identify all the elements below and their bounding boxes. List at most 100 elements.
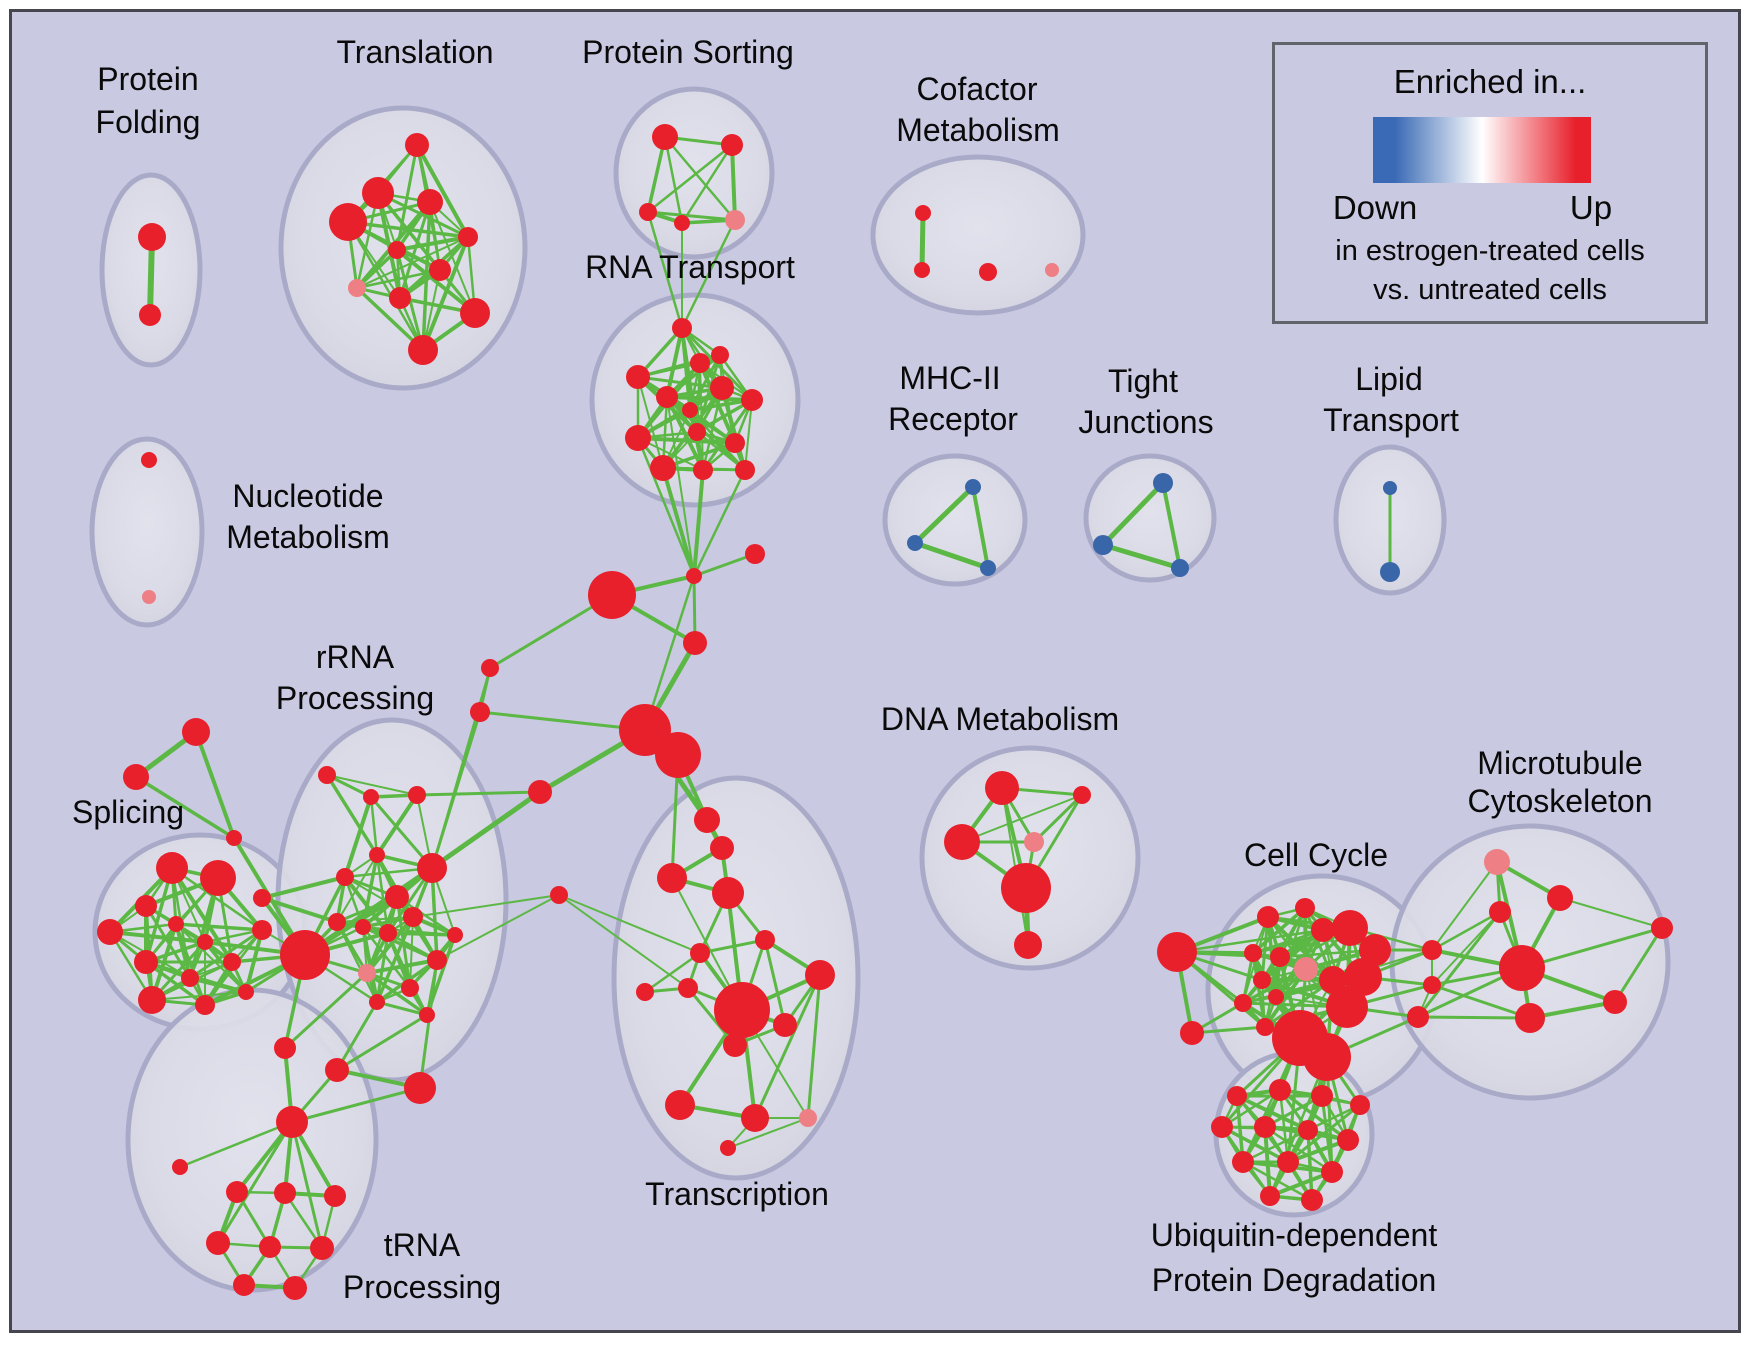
gene-set-node[interactable] xyxy=(1001,863,1051,913)
gene-set-node[interactable] xyxy=(979,263,997,281)
gene-set-node[interactable] xyxy=(318,766,336,784)
gene-set-node[interactable] xyxy=(460,298,490,328)
gene-set-node[interactable] xyxy=(693,460,713,480)
gene-set-node[interactable] xyxy=(720,1140,736,1156)
gene-set-node[interactable] xyxy=(310,1236,334,1260)
gene-set-node[interactable] xyxy=(735,460,755,480)
gene-set-node[interactable] xyxy=(458,227,478,247)
gene-set-node[interactable] xyxy=(369,847,385,863)
gene-set-node[interactable] xyxy=(403,907,423,927)
gene-set-node[interactable] xyxy=(325,1058,349,1082)
gene-set-node[interactable] xyxy=(1311,1085,1333,1107)
gene-set-node[interactable] xyxy=(408,335,438,365)
gene-set-node[interactable] xyxy=(1171,559,1189,577)
gene-set-node[interactable] xyxy=(1326,986,1368,1028)
gene-set-node[interactable] xyxy=(665,1090,695,1120)
gene-set-node[interactable] xyxy=(138,986,166,1014)
gene-set-node[interactable] xyxy=(907,535,923,551)
gene-set-node[interactable] xyxy=(741,389,763,411)
gene-set-node[interactable] xyxy=(1319,966,1347,994)
gene-set-node[interactable] xyxy=(1157,932,1197,972)
gene-set-node[interactable] xyxy=(1253,971,1271,989)
gene-set-node[interactable] xyxy=(1603,990,1627,1014)
gene-set-node[interactable] xyxy=(619,704,671,756)
gene-set-node[interactable] xyxy=(773,1013,797,1037)
gene-set-node[interactable] xyxy=(1234,994,1252,1012)
gene-set-node[interactable] xyxy=(206,1231,230,1255)
gene-set-node[interactable] xyxy=(1153,473,1173,493)
gene-set-node[interactable] xyxy=(1244,944,1262,962)
gene-set-node[interactable] xyxy=(694,807,720,833)
gene-set-node[interactable] xyxy=(233,1274,255,1296)
gene-set-node[interactable] xyxy=(1211,1116,1233,1138)
gene-set-node[interactable] xyxy=(528,780,552,804)
gene-set-node[interactable] xyxy=(1407,1006,1429,1028)
gene-set-node[interactable] xyxy=(1547,885,1573,911)
gene-set-node[interactable] xyxy=(965,479,981,495)
gene-set-node[interactable] xyxy=(1484,849,1510,875)
gene-set-node[interactable] xyxy=(1180,1021,1204,1045)
gene-set-node[interactable] xyxy=(1303,1033,1351,1081)
gene-set-node[interactable] xyxy=(1014,931,1042,959)
gene-set-node[interactable] xyxy=(447,927,463,943)
gene-set-node[interactable] xyxy=(805,960,835,990)
gene-set-node[interactable] xyxy=(690,353,710,373)
gene-set-node[interactable] xyxy=(1321,1161,1343,1183)
gene-set-node[interactable] xyxy=(1045,263,1059,277)
gene-set-node[interactable] xyxy=(200,860,236,896)
gene-set-node[interactable] xyxy=(1344,958,1382,996)
gene-set-node[interactable] xyxy=(678,978,698,998)
gene-set-node[interactable] xyxy=(1270,947,1290,967)
gene-set-node[interactable] xyxy=(725,210,745,230)
gene-set-node[interactable] xyxy=(1350,1095,1370,1115)
gene-set-node[interactable] xyxy=(1499,945,1545,991)
gene-set-node[interactable] xyxy=(1332,910,1368,946)
gene-set-node[interactable] xyxy=(1254,1116,1276,1138)
gene-set-node[interactable] xyxy=(655,732,701,778)
gene-set-node[interactable] xyxy=(369,994,385,1010)
gene-set-node[interactable] xyxy=(238,984,254,1000)
gene-set-node[interactable] xyxy=(355,919,371,935)
gene-set-node[interactable] xyxy=(168,916,184,932)
gene-set-node[interactable] xyxy=(639,203,657,221)
gene-set-node[interactable] xyxy=(417,853,447,883)
gene-set-node[interactable] xyxy=(283,1276,307,1300)
gene-set-node[interactable] xyxy=(181,969,199,987)
gene-set-node[interactable] xyxy=(690,943,710,963)
gene-set-node[interactable] xyxy=(650,455,676,481)
gene-set-node[interactable] xyxy=(1383,481,1397,495)
gene-set-node[interactable] xyxy=(1422,940,1442,960)
gene-set-node[interactable] xyxy=(172,1159,188,1175)
gene-set-node[interactable] xyxy=(135,895,157,917)
gene-set-node[interactable] xyxy=(134,950,158,974)
gene-set-node[interactable] xyxy=(1298,1120,1318,1140)
gene-set-node[interactable] xyxy=(636,983,654,1001)
gene-set-node[interactable] xyxy=(379,924,397,942)
gene-set-node[interactable] xyxy=(156,852,188,884)
gene-set-node[interactable] xyxy=(1024,832,1044,852)
gene-set-node[interactable] xyxy=(1257,906,1279,928)
gene-set-node[interactable] xyxy=(714,982,770,1038)
gene-set-node[interactable] xyxy=(1301,1189,1323,1211)
gene-set-node[interactable] xyxy=(328,913,346,931)
gene-set-node[interactable] xyxy=(710,836,734,860)
gene-set-node[interactable] xyxy=(1269,1079,1291,1101)
gene-set-node[interactable] xyxy=(223,953,241,971)
gene-set-node[interactable] xyxy=(985,771,1019,805)
gene-set-node[interactable] xyxy=(138,223,166,251)
gene-set-node[interactable] xyxy=(672,318,692,338)
gene-set-node[interactable] xyxy=(404,1072,436,1104)
gene-set-node[interactable] xyxy=(1295,898,1315,918)
gene-set-node[interactable] xyxy=(401,979,419,997)
gene-set-node[interactable] xyxy=(408,786,426,804)
gene-set-node[interactable] xyxy=(723,1033,747,1057)
gene-set-node[interactable] xyxy=(652,124,678,150)
gene-set-node[interactable] xyxy=(470,702,490,722)
gene-set-node[interactable] xyxy=(711,346,729,364)
gene-set-node[interactable] xyxy=(388,241,406,259)
gene-set-node[interactable] xyxy=(142,590,156,604)
gene-set-node[interactable] xyxy=(1311,918,1335,942)
gene-set-node[interactable] xyxy=(280,930,330,980)
gene-set-node[interactable] xyxy=(226,1181,248,1203)
gene-set-node[interactable] xyxy=(417,189,443,215)
